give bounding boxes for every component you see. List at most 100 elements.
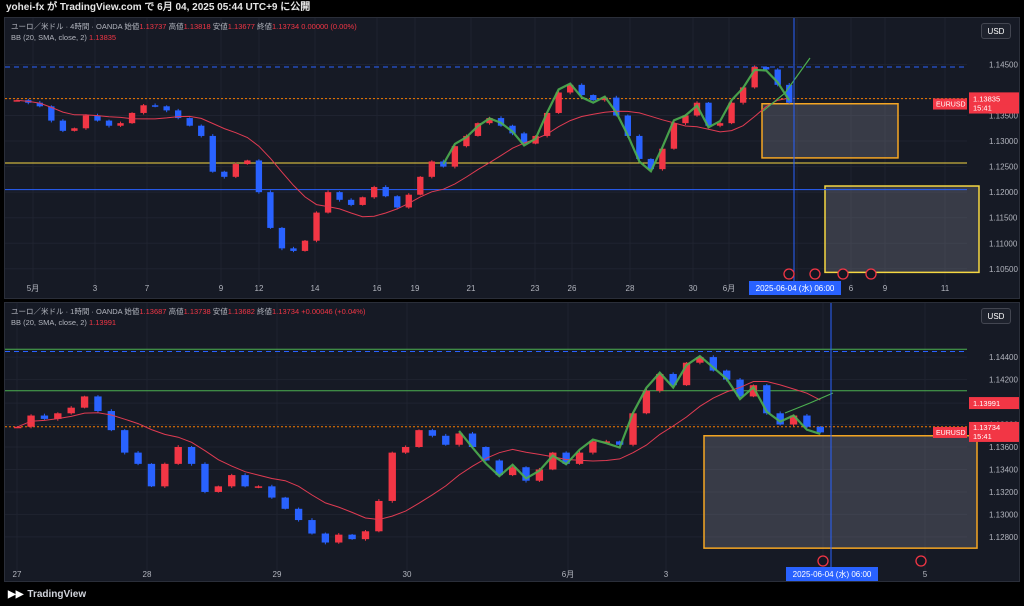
candle-body xyxy=(308,520,316,534)
countdown-text: 15:41 xyxy=(973,104,992,113)
time-axis-label: 30 xyxy=(403,570,412,579)
legend-bb[interactable]: BB (20, SMA, close, 2) 1.13991 xyxy=(11,318,116,328)
candle-body xyxy=(336,192,343,200)
candle-body xyxy=(670,123,678,149)
legend-symbol: ユーロ／米ドル · 1時間 · OANDA xyxy=(11,307,123,316)
time-axis-label: 3 xyxy=(664,570,669,579)
time-axis-label: 5 xyxy=(923,570,928,579)
candle-body xyxy=(615,441,624,445)
candle-body xyxy=(313,212,320,241)
candle-body xyxy=(659,148,666,170)
candle-body xyxy=(241,475,249,487)
candle-body xyxy=(40,415,49,419)
projection-line xyxy=(762,57,811,112)
candle-body xyxy=(428,161,435,177)
chart-canvas-4h[interactable]: 1.14500 1.13835 1.13500 1.13000 1.12500 1.120… xyxy=(5,18,1020,299)
candle-body xyxy=(175,110,182,119)
candle-body xyxy=(763,66,770,70)
bb-basis-line xyxy=(16,97,790,218)
candle-body xyxy=(495,460,503,476)
chart-pane-4h[interactable]: 1.14500 1.13835 1.13500 1.13000 1.12500 1.120… xyxy=(4,17,1020,299)
candle-body xyxy=(716,123,724,126)
candle-body xyxy=(647,158,655,170)
currency-button[interactable]: USD xyxy=(981,308,1011,324)
candle-body xyxy=(147,463,156,487)
candle-body xyxy=(763,385,771,414)
chart-canvas-1h[interactable]: 1.144001.142001.139911.138001.136001.134… xyxy=(5,303,1020,582)
time-axis-label: 16 xyxy=(373,284,382,293)
candle-body xyxy=(54,413,62,419)
time-axis-label: 21 xyxy=(467,284,476,293)
low-value: 1.13682 xyxy=(227,307,255,316)
wave-projection-line xyxy=(442,68,791,173)
low-label: 安値 xyxy=(212,22,228,31)
candle-body xyxy=(232,164,239,177)
candle-body xyxy=(186,118,193,126)
time-axis-label: 7 xyxy=(145,284,150,293)
legend-symbol: ユーロ／米ドル · 4時間 · OANDA xyxy=(11,22,123,31)
candle-body xyxy=(693,102,701,116)
candle-body xyxy=(134,452,142,464)
bb-price-text: 1.13991 xyxy=(973,399,1000,408)
candle-body xyxy=(347,199,355,205)
price-axis-label: 1.11000 xyxy=(989,239,1018,248)
high-value: 1.13818 xyxy=(183,22,211,31)
candle-body xyxy=(94,396,102,412)
candle-body xyxy=(589,441,597,453)
candle-body xyxy=(474,123,482,136)
event-icon xyxy=(837,268,849,280)
candle-body xyxy=(348,534,356,540)
candle-body xyxy=(214,486,223,492)
candle-body xyxy=(535,469,544,481)
candle-body xyxy=(722,370,731,380)
candle-body xyxy=(174,447,182,464)
candle-body xyxy=(417,176,424,195)
candle-body xyxy=(682,115,689,124)
time-axis-label: 14 xyxy=(311,284,320,293)
candle-body xyxy=(555,92,562,113)
candle-body xyxy=(14,426,22,429)
bb-basis-line xyxy=(17,381,821,521)
currency-button[interactable]: USD xyxy=(981,23,1011,39)
candle-body xyxy=(509,125,516,134)
event-icon xyxy=(915,555,927,567)
candle-body xyxy=(71,128,78,131)
price-axis-label: 1.13400 xyxy=(989,465,1018,474)
price-axis-label: 1.13000 xyxy=(989,510,1018,519)
time-axis-label: 23 xyxy=(531,284,540,293)
price-axis-label: 1.13600 xyxy=(989,443,1018,452)
candle-body xyxy=(405,194,412,208)
candle-body xyxy=(161,463,169,487)
time-axis-label: 5月 xyxy=(27,284,39,293)
candle-body xyxy=(728,102,735,124)
chart-pane-1h[interactable]: 1.144001.142001.139911.138001.136001.134… xyxy=(4,302,1020,582)
candle-body xyxy=(59,120,67,131)
crosshair-date-box xyxy=(786,567,878,581)
candle-body xyxy=(451,146,459,167)
candle-body xyxy=(428,430,437,436)
price-axis-label: 1.14500 xyxy=(989,60,1018,69)
candle-body xyxy=(163,106,170,111)
candle-body xyxy=(508,467,517,476)
candle-body xyxy=(656,373,664,391)
candle-body xyxy=(228,475,236,487)
candle-body xyxy=(82,115,90,129)
tradingview-logo[interactable]: ▶▶ TradingView xyxy=(8,589,86,600)
candle-body xyxy=(321,533,330,543)
candle-body xyxy=(601,97,608,101)
candle-body xyxy=(361,531,370,540)
legend-bb[interactable]: BB (20, SMA, close, 2) 1.13835 xyxy=(11,33,116,43)
candle-body xyxy=(774,69,781,85)
candle-body xyxy=(749,385,758,397)
low-value: 1.13677 xyxy=(227,22,255,31)
candle-body xyxy=(739,87,747,103)
candle-body xyxy=(359,197,366,205)
time-axis-label: 29 xyxy=(273,570,282,579)
candle-body xyxy=(468,433,477,447)
price-axis-label: 1.14400 xyxy=(989,353,1018,362)
last-price-tag xyxy=(969,421,1019,442)
candle-body xyxy=(13,100,20,102)
time-axis-label: 26 xyxy=(568,284,577,293)
candle-body xyxy=(105,120,113,126)
legend-ohlc: ユーロ／米ドル · 1時間 · OANDA 始値1.13687 高値1.1373… xyxy=(11,307,365,317)
